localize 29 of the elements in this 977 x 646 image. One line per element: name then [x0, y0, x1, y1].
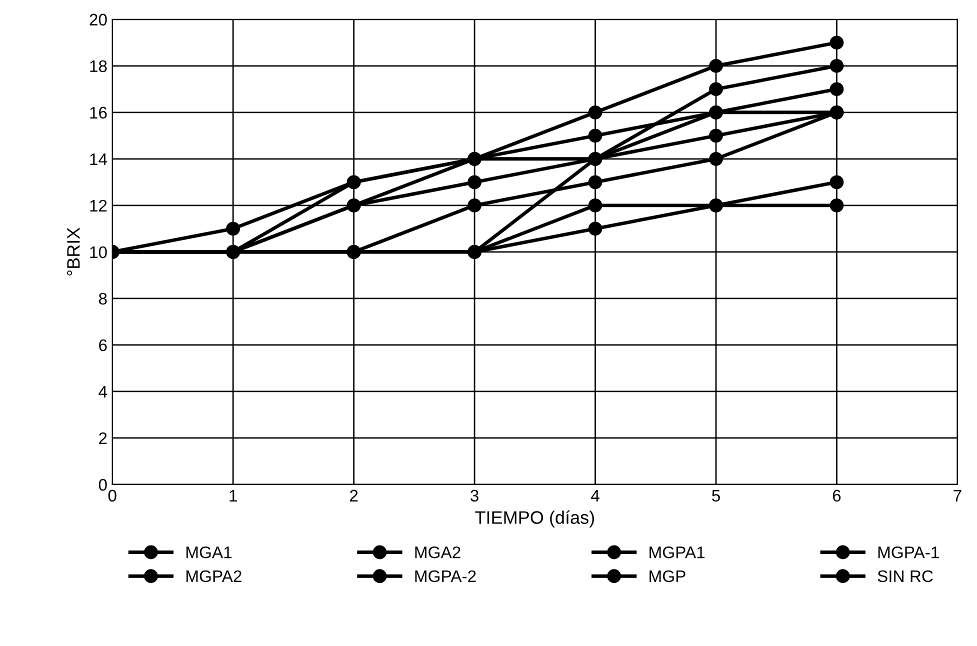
- y-tick-label: 4: [98, 386, 108, 398]
- y-tick-label: 0: [98, 478, 107, 491]
- y-tick-label: 6: [99, 339, 107, 352]
- x-tick-label: 3: [470, 490, 478, 502]
- x-tick-label: 1: [230, 490, 237, 502]
- x-axis-title: TIEMPO (días): [475, 510, 594, 528]
- legend-label: MGPA2: [186, 570, 242, 582]
- legend-label: MGA1: [186, 546, 232, 558]
- legend-label: MGA2: [415, 546, 460, 558]
- legend-label: MGPA-2: [415, 570, 476, 582]
- legend-label: MGPA-1: [878, 546, 939, 558]
- y-tick-label: 20: [90, 14, 107, 26]
- x-tick-label: 4: [591, 490, 600, 502]
- y-tick-label: 2: [99, 432, 107, 444]
- x-tick-label: 2: [350, 490, 358, 502]
- x-tick-label: 7: [954, 490, 962, 502]
- y-tick-label: 18: [90, 60, 107, 72]
- x-tick-label: 6: [832, 490, 841, 502]
- legend-label: SIN RC: [878, 570, 933, 582]
- legend-label: MGP: [650, 570, 686, 582]
- x-tick-label: 0: [108, 490, 116, 502]
- y-tick-label: 10: [90, 246, 107, 258]
- legend-label: MGPA1: [650, 546, 705, 558]
- y-tick-label: 12: [90, 200, 107, 212]
- y-axis-title: °BRIX: [67, 228, 80, 276]
- x-tick-label: 5: [712, 490, 720, 502]
- y-tick-label: 14: [90, 153, 108, 165]
- y-tick-label: 8: [98, 292, 107, 305]
- y-tick-label: 16: [90, 106, 107, 119]
